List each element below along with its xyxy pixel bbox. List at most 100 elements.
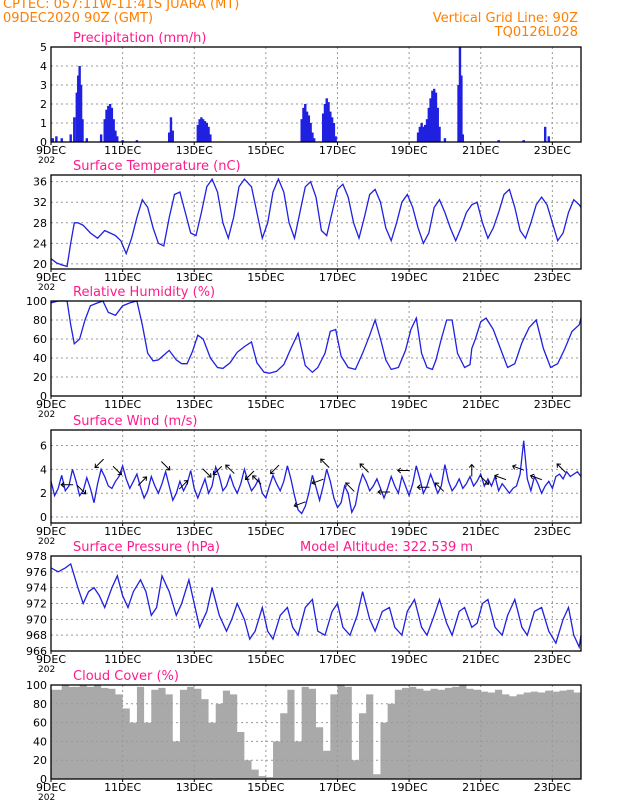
y-tick-label: 0 [40, 390, 47, 403]
y-tick-label: 24 [33, 237, 47, 250]
precip-bar [85, 138, 89, 142]
y-tick-label: 2 [40, 98, 47, 111]
precip-bar [81, 119, 84, 142]
precip-bar [60, 138, 63, 142]
grid-line-note: Vertical Grid Line: 90Z [432, 11, 578, 26]
x-tick-label: 23DEC [534, 271, 571, 284]
x-tick-label: 23DEC [534, 653, 571, 666]
x-tick-label: 19DEC [391, 525, 428, 538]
precip-bar [116, 136, 119, 142]
x-tick-label: 13DEC [176, 144, 213, 157]
x-tick-label: 15DEC [247, 271, 284, 284]
precip-bar [422, 126, 425, 142]
precip-bar [207, 126, 210, 142]
wind-direction-arrow [60, 481, 74, 488]
wind-series-line [50, 440, 582, 515]
wind-direction-arrow [359, 463, 369, 473]
panel-frame [50, 300, 582, 397]
precip-bar [169, 117, 173, 142]
wind-direction-arrow [311, 478, 324, 486]
y-tick-label: 972 [26, 598, 47, 611]
panel-title: Surface Wind (m/s) [73, 414, 197, 429]
wind-direction-arrow [293, 501, 306, 508]
y-tick-label: 60 [33, 717, 47, 730]
year-label: 202 [38, 283, 55, 293]
x-tick-label: 11DEC [104, 525, 141, 538]
precip-bar [112, 119, 115, 142]
x-tick-label: 9DEC [36, 144, 66, 157]
y-tick-label: 60 [33, 333, 47, 346]
y-tick-label: 0 [40, 773, 47, 786]
x-tick-label: 17DEC [319, 144, 356, 157]
panel-title: Precipitation (mm/h) [73, 31, 206, 46]
x-tick-label: 21DEC [462, 653, 499, 666]
precip-bar [543, 126, 547, 142]
wind-direction-arrow [511, 464, 525, 471]
y-tick-label: 4 [40, 60, 47, 73]
x-tick-label: 21DEC [462, 271, 499, 284]
y-tick-label: 28 [33, 217, 47, 230]
y-tick-label: 100 [26, 295, 47, 308]
x-tick-label: 21DEC [462, 525, 499, 538]
wind-direction-arrow [94, 458, 104, 469]
y-tick-label: 1 [40, 117, 47, 130]
precip-bar [198, 119, 201, 142]
panel-title: Cloud Cover (%) [73, 669, 179, 684]
y-tick-label: 976 [26, 566, 47, 579]
x-tick-label: 19DEC [391, 144, 428, 157]
y-tick-label: 6 [40, 440, 47, 453]
x-tick-label: 19DEC [391, 781, 428, 794]
y-tick-label: 80 [33, 314, 47, 327]
precip-bar [416, 132, 420, 142]
x-tick-label: 13DEC [176, 781, 213, 794]
wind-direction-arrow [160, 461, 171, 471]
x-tick-label: 9DEC [36, 525, 66, 538]
x-tick-label: 17DEC [319, 271, 356, 284]
precip-bar [547, 136, 550, 142]
chart-panel-cloud: 0 20 40 60 80 100 9DEC 11DEC 13DEC 15DEC 17DEC 19DE… [26, 669, 582, 800]
wind-direction-arrow [252, 475, 262, 485]
y-tick-label: 20 [33, 258, 47, 271]
panel-frame [50, 174, 582, 270]
wind-direction-arrow [76, 484, 87, 495]
wind-direction-arrow [270, 464, 280, 475]
y-tick-label: 0 [40, 511, 47, 524]
precip-bar [73, 117, 76, 142]
precip-bar [418, 126, 422, 142]
precip-bar [171, 130, 174, 142]
x-tick-label: 21DEC [462, 144, 499, 157]
precip-bar [200, 117, 203, 142]
x-tick-label: 13DEC [176, 271, 213, 284]
precip-bar [110, 107, 114, 142]
chart-panel-pres: 966 968 970 972 974 976 978 9DEC 11DEC 13DEC 15DEC… [26, 540, 582, 675]
precip-bar [460, 75, 463, 142]
wind-direction-arrow [202, 468, 212, 478]
x-tick-label: 17DEC [319, 525, 356, 538]
precip-bar [425, 119, 429, 142]
x-tick-label: 23DEC [534, 781, 571, 794]
x-tick-label: 21DEC [462, 781, 499, 794]
year-label: 202 [38, 537, 55, 547]
precip-bar [302, 107, 305, 142]
chart-panel-rh: 0 20 40 60 80 100 9DEC 11DEC 13DEC 15DEC 17DEC 19DE… [26, 285, 582, 420]
x-tick-label: 23DEC [534, 525, 571, 538]
precip-bar [114, 130, 117, 142]
y-tick-label: 3 [40, 79, 47, 92]
y-tick-label: 974 [26, 582, 47, 595]
precip-bar [330, 117, 334, 142]
year-label: 202 [38, 793, 55, 800]
y-tick-label: 5 [40, 41, 47, 54]
precip-bar [427, 107, 431, 142]
rh-series-line [50, 300, 582, 374]
x-tick-label: 19DEC [391, 653, 428, 666]
model-altitude-label: Model Altitude: 322.539 m [300, 540, 473, 555]
precip-bar [424, 124, 427, 142]
precip-bar [305, 111, 309, 142]
precip-bar [105, 109, 108, 142]
y-tick-label: 978 [26, 550, 47, 563]
precip-bar [135, 140, 139, 142]
precip-bar [436, 107, 439, 142]
y-tick-label: 968 [26, 629, 47, 642]
precip-bar [209, 134, 212, 142]
